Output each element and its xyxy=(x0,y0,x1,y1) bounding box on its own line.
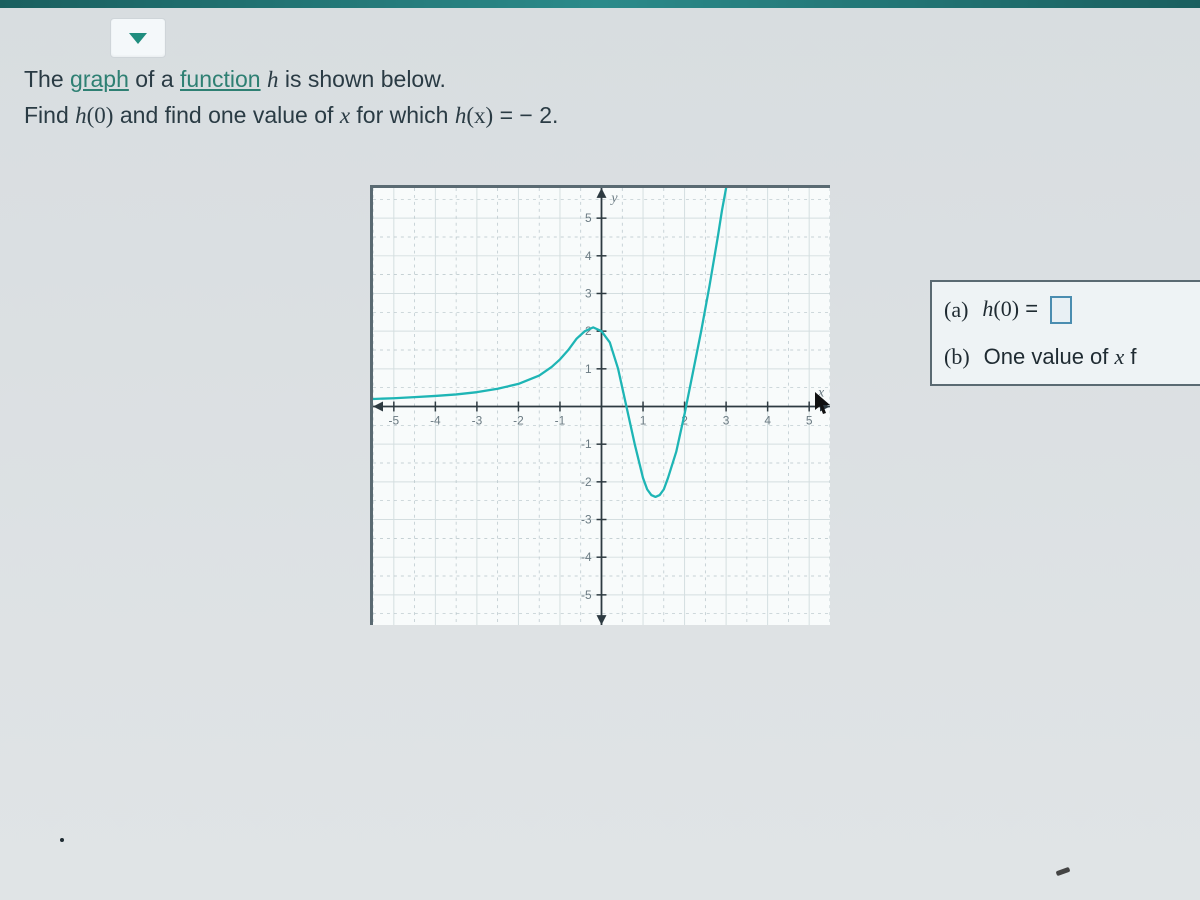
text: Find xyxy=(24,102,75,128)
svg-text:-5: -5 xyxy=(581,588,592,602)
svg-text:-1: -1 xyxy=(581,437,592,451)
text: f xyxy=(1124,344,1136,369)
svg-text:1: 1 xyxy=(640,413,647,427)
function-name-h: h xyxy=(267,67,279,92)
answer-row-b: (b) One value of x f xyxy=(944,344,1196,370)
dust-speck xyxy=(1056,867,1071,876)
question-prompt: The graph of a function h is shown below… xyxy=(24,62,1176,133)
answer-a-expr: h(0) = xyxy=(982,296,1072,324)
expr-arg: (x) xyxy=(466,103,493,128)
window-top-border xyxy=(0,0,1200,8)
answer-panel: (a) h(0) = (b) One value of x f xyxy=(930,280,1200,386)
dust-dot xyxy=(60,838,64,842)
svg-text:4: 4 xyxy=(585,249,592,263)
part-label-b: (b) xyxy=(944,344,970,370)
expr-arg: (0) xyxy=(993,296,1019,321)
prompt-line-2: Find h(0) and find one value of x for wh… xyxy=(24,98,1176,134)
expr-arg: (0) xyxy=(87,103,114,128)
graph-svg: -5-4-3-2-112345-5-4-3-2-112345xy xyxy=(373,188,830,625)
svg-text:3: 3 xyxy=(723,413,730,427)
svg-text:-2: -2 xyxy=(581,475,592,489)
svg-text:-1: -1 xyxy=(555,413,566,427)
link-graph[interactable]: graph xyxy=(70,66,129,92)
svg-text:5: 5 xyxy=(585,211,592,225)
svg-text:-3: -3 xyxy=(472,413,483,427)
expr-h: h xyxy=(982,296,993,321)
text: of a xyxy=(129,66,180,92)
answer-b-text: One value of x f xyxy=(984,344,1137,370)
svg-text:-3: -3 xyxy=(581,512,592,526)
cursor-icon xyxy=(813,390,833,416)
text: for which xyxy=(350,102,455,128)
part-label-a: (a) xyxy=(944,297,968,323)
answer-a-input[interactable] xyxy=(1050,296,1072,324)
expr-eq: = − 2. xyxy=(493,102,558,128)
chevron-down-icon xyxy=(129,33,147,44)
answer-row-a: (a) h(0) = xyxy=(944,296,1196,324)
var-x: x xyxy=(340,103,350,128)
svg-text:-2: -2 xyxy=(513,413,524,427)
svg-text:-5: -5 xyxy=(389,413,400,427)
expr-h: h xyxy=(455,103,467,128)
svg-text:-4: -4 xyxy=(430,413,441,427)
svg-text:3: 3 xyxy=(585,286,592,300)
var-x: x xyxy=(1115,344,1125,369)
text: One value of xyxy=(984,344,1115,369)
link-function[interactable]: function xyxy=(180,66,261,92)
section-dropdown-button[interactable] xyxy=(110,18,166,58)
expr-h: h xyxy=(75,103,87,128)
graph-panel: -5-4-3-2-112345-5-4-3-2-112345xy xyxy=(370,185,830,625)
expr-eq: = xyxy=(1019,296,1044,321)
svg-text:-4: -4 xyxy=(581,550,592,564)
svg-text:1: 1 xyxy=(585,362,592,376)
text: is shown below. xyxy=(278,66,445,92)
prompt-line-1: The graph of a function h is shown below… xyxy=(24,62,1176,98)
text: The xyxy=(24,66,70,92)
svg-text:4: 4 xyxy=(764,413,771,427)
text: and find one value of xyxy=(113,102,339,128)
svg-text:y: y xyxy=(609,191,618,206)
svg-text:5: 5 xyxy=(806,413,813,427)
